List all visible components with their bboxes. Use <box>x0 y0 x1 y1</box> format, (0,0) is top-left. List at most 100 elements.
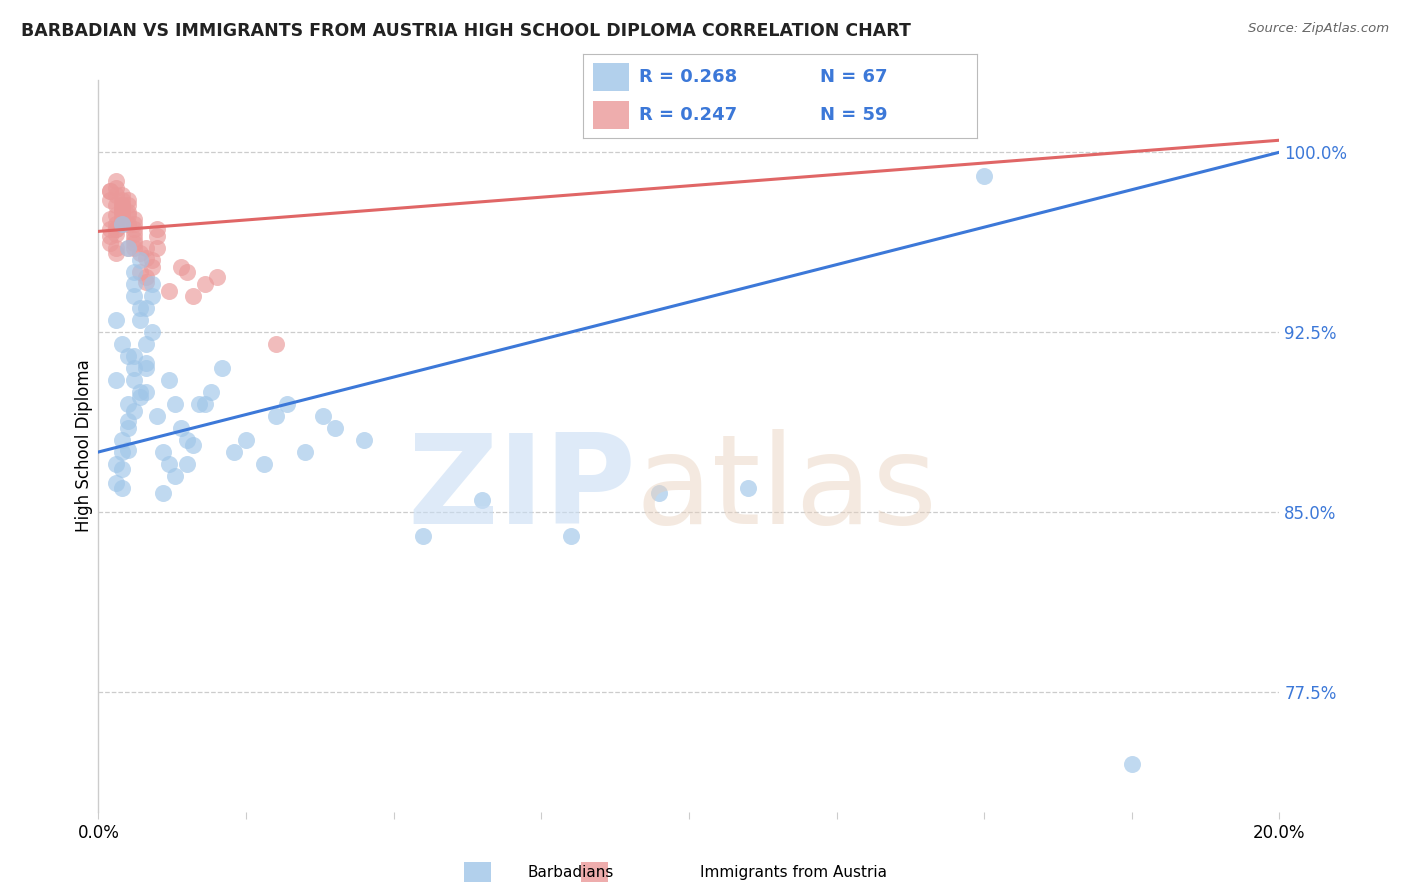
Point <box>157 285 180 299</box>
Point <box>176 433 198 447</box>
Bar <box>581 863 607 882</box>
Point <box>135 356 157 370</box>
Point <box>170 260 193 275</box>
Point <box>98 193 121 207</box>
Point <box>111 481 134 495</box>
Point <box>205 269 228 284</box>
Point <box>117 241 139 255</box>
Point <box>105 241 128 255</box>
Point <box>128 265 150 279</box>
Point <box>105 457 128 471</box>
Point <box>135 269 157 284</box>
Point <box>141 325 163 339</box>
Point <box>111 337 134 351</box>
Point <box>98 229 121 244</box>
Point <box>294 445 316 459</box>
Point <box>98 222 121 236</box>
Point <box>181 438 204 452</box>
Point <box>105 174 128 188</box>
Point <box>128 253 150 268</box>
Point <box>264 409 287 423</box>
Point <box>165 469 187 483</box>
Text: atlas: atlas <box>636 429 938 550</box>
Point <box>122 373 145 387</box>
Point <box>1121 756 1143 771</box>
Point <box>122 404 145 418</box>
Point <box>128 385 150 400</box>
Point <box>152 485 174 500</box>
Point <box>98 184 121 198</box>
Point <box>176 265 198 279</box>
Point <box>117 205 139 219</box>
Point <box>211 361 233 376</box>
Point <box>111 445 134 459</box>
Text: BARBADIAN VS IMMIGRANTS FROM AUSTRIA HIGH SCHOOL DIPLOMA CORRELATION CHART: BARBADIAN VS IMMIGRANTS FROM AUSTRIA HIG… <box>21 22 911 40</box>
Point <box>128 246 150 260</box>
Point <box>122 227 145 241</box>
Point <box>105 246 128 260</box>
Point <box>122 217 145 231</box>
Point <box>117 217 139 231</box>
Point <box>111 217 134 231</box>
Point <box>157 373 180 387</box>
Point <box>135 241 157 255</box>
Point <box>111 202 134 217</box>
Point <box>111 198 134 212</box>
Point <box>157 457 180 471</box>
Point <box>141 289 163 303</box>
Point <box>128 390 150 404</box>
Point <box>224 445 246 459</box>
Point <box>105 373 128 387</box>
Text: ZIP: ZIP <box>408 429 636 550</box>
Text: Barbadians: Barbadians <box>527 865 613 880</box>
Point <box>194 397 217 411</box>
Point <box>117 198 139 212</box>
Point <box>122 277 145 292</box>
Point <box>176 457 198 471</box>
Point <box>235 433 257 447</box>
Point <box>312 409 335 423</box>
Point <box>128 301 150 315</box>
Point <box>146 229 169 244</box>
Point <box>560 529 582 543</box>
Point <box>181 289 204 303</box>
Point <box>111 217 134 231</box>
Point <box>117 208 139 222</box>
Point <box>141 277 163 292</box>
Point <box>105 188 128 202</box>
Point <box>412 529 434 543</box>
Point <box>122 361 145 376</box>
Point <box>200 385 222 400</box>
Point <box>117 193 139 207</box>
Point <box>135 385 157 400</box>
Point <box>105 198 128 212</box>
Point <box>122 236 145 251</box>
Point <box>264 337 287 351</box>
Point <box>117 442 139 457</box>
Point <box>98 212 121 227</box>
Point <box>973 169 995 184</box>
Point <box>135 361 157 376</box>
Point <box>105 222 128 236</box>
Point <box>117 397 139 411</box>
Point <box>122 349 145 363</box>
Point <box>105 217 128 231</box>
Point <box>122 222 145 236</box>
Point <box>146 241 169 255</box>
Text: N = 67: N = 67 <box>820 68 887 86</box>
Text: R = 0.247: R = 0.247 <box>638 106 737 124</box>
Bar <box>593 62 628 91</box>
Point <box>135 337 157 351</box>
Point <box>170 421 193 435</box>
Point <box>98 184 121 198</box>
Y-axis label: High School Diploma: High School Diploma <box>75 359 93 533</box>
Point <box>648 485 671 500</box>
Point <box>105 181 128 195</box>
Point <box>135 301 157 315</box>
Point <box>117 349 139 363</box>
Point <box>471 492 494 507</box>
Point <box>117 414 139 428</box>
Point <box>135 275 157 289</box>
Bar <box>464 863 491 882</box>
Point <box>146 222 169 236</box>
